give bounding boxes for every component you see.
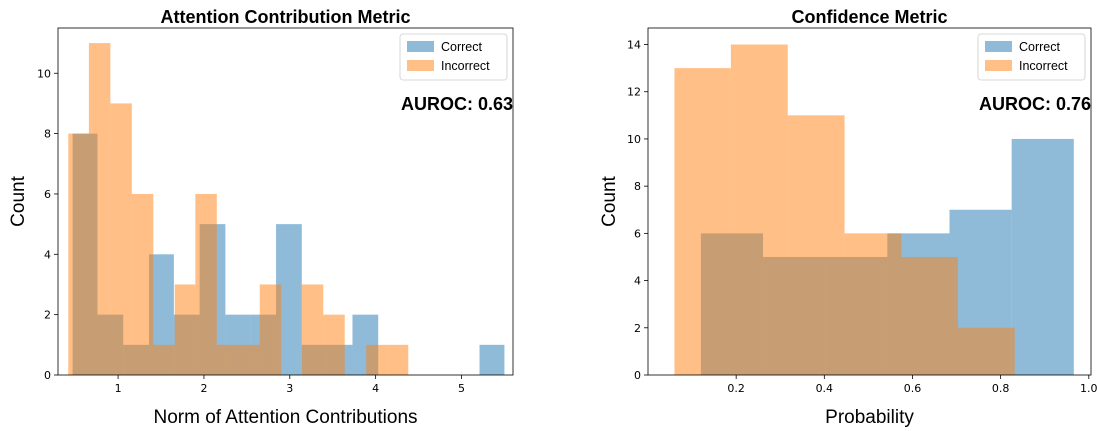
bar-incorrect <box>238 344 260 375</box>
y-tick-label: 2 <box>634 322 641 335</box>
y-tick-label: 0 <box>634 369 641 382</box>
x-tick-label: 1.0 <box>1080 382 1097 395</box>
y-tick-label: 6 <box>44 188 51 201</box>
y-tick-label: 2 <box>44 309 51 322</box>
attention-contribution-histogram: 1 2 3 4 5 0 2 4 6 8 10 Attention Contribution Metri… <box>8 7 514 428</box>
bar-incorrect <box>844 233 902 375</box>
bar-incorrect <box>323 314 345 375</box>
legend-swatch-incorrect <box>985 60 1012 71</box>
legend-swatch-correct <box>985 41 1012 52</box>
x-tick-label: 3 <box>286 382 293 395</box>
legend-label-incorrect: Incorrect <box>441 59 490 73</box>
y-tick-label: 10 <box>37 67 51 80</box>
y-tick-label: 10 <box>627 133 641 146</box>
bar-incorrect <box>110 103 132 376</box>
legend-label-correct: Correct <box>1019 40 1061 54</box>
axes-frame <box>647 27 1092 376</box>
bar-incorrect <box>957 327 1015 375</box>
x-tick-label: 4 <box>372 382 379 395</box>
legend-label-correct: Correct <box>441 40 483 54</box>
bar-incorrect <box>259 284 282 375</box>
bar-incorrect <box>730 44 788 376</box>
bar-incorrect <box>366 344 388 375</box>
y-tick-label: 12 <box>627 86 641 99</box>
bar-incorrect <box>88 43 111 376</box>
chart-title: Attention Contribution Metric <box>161 7 411 27</box>
auroc-annotation: AUROC: 0.63 <box>401 94 513 114</box>
bar-incorrect <box>195 193 217 375</box>
y-tick-label: 4 <box>44 248 51 261</box>
axes-frame <box>57 27 514 376</box>
confidence-histogram: 0.2 0.4 0.6 0.8 1.0 0 2 4 6 8 10 12 14 Confidence Met… <box>599 7 1097 428</box>
y-axis-label: Count <box>8 175 29 226</box>
bar-incorrect <box>787 115 845 375</box>
y-tick-label: 6 <box>634 227 641 240</box>
y-tick-label: 4 <box>634 275 641 288</box>
bar-incorrect <box>174 284 196 375</box>
bar-correct <box>479 344 505 375</box>
chart-title: Confidence Metric <box>791 7 947 27</box>
bar-incorrect <box>216 344 239 375</box>
bar-correct <box>1011 138 1074 375</box>
y-tick-label: 8 <box>44 128 51 141</box>
x-axis-label: Norm of Attention Contributions <box>153 407 417 428</box>
x-axis-label: Probability <box>825 407 914 428</box>
bar-incorrect <box>387 344 409 375</box>
bar-incorrect <box>301 284 324 375</box>
y-tick-label: 0 <box>44 369 51 382</box>
bar-incorrect <box>674 68 731 375</box>
legend-label-incorrect: Incorrect <box>1019 59 1068 73</box>
legend-swatch-incorrect <box>407 60 434 71</box>
y-tick-label: 8 <box>634 180 641 193</box>
x-tick-label: 1 <box>115 382 122 395</box>
x-tick-label: 5 <box>458 382 465 395</box>
bar-incorrect <box>153 344 175 375</box>
x-tick-label: 0.2 <box>727 382 745 395</box>
x-tick-label: 0.4 <box>816 382 834 395</box>
bar-incorrect <box>901 256 958 375</box>
bar-incorrect <box>131 193 154 375</box>
x-tick-label: 2 <box>200 382 207 395</box>
bar-incorrect <box>68 133 89 375</box>
y-axis-label: Count <box>599 175 620 226</box>
x-tick-label: 0.6 <box>904 382 922 395</box>
auroc-annotation: AUROC: 0.76 <box>979 94 1091 114</box>
x-tick-label: 0.8 <box>992 382 1010 395</box>
y-tick-label: 14 <box>627 39 641 52</box>
legend-swatch-correct <box>407 41 434 52</box>
